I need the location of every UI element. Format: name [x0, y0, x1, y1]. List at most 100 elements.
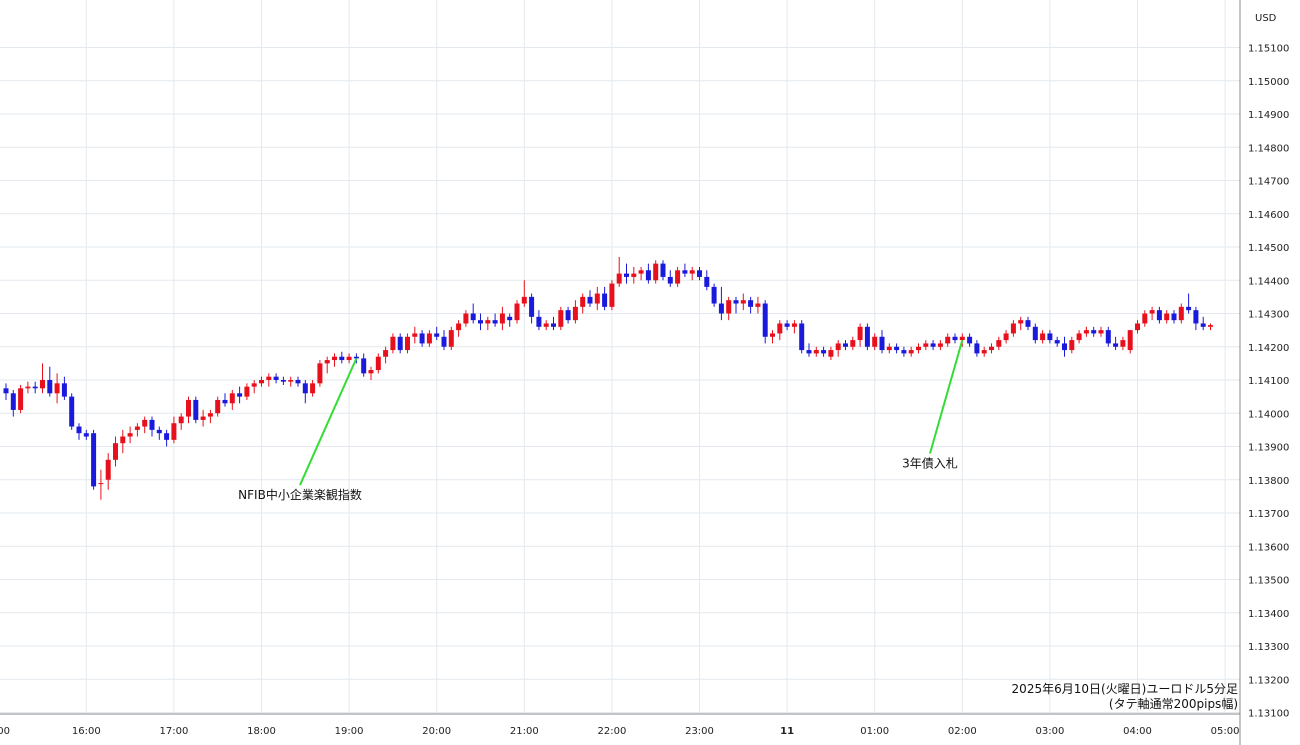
candle-body [580, 296, 586, 307]
candle-body [675, 270, 681, 284]
candle [127, 426, 133, 444]
candle [332, 353, 337, 367]
candle [390, 333, 396, 354]
candle [872, 333, 878, 351]
candle [426, 330, 432, 347]
candle [835, 340, 841, 357]
candle-body [288, 380, 294, 382]
candle [1149, 306, 1155, 321]
candle [346, 353, 352, 364]
candle [1135, 320, 1140, 334]
annotation-line [299, 357, 358, 486]
candle-body [989, 346, 994, 351]
candle-body [76, 426, 82, 434]
candle-body [10, 393, 16, 410]
candle-body [310, 383, 316, 394]
candle-body [1091, 330, 1097, 334]
time-axis[interactable]: 5:00 16:00 17:00 18:00 19:00 20:00 21:00 22:00 2… [0, 726, 1240, 737]
annotation-label: NFIB中小企業楽観指数 [238, 487, 362, 502]
candle-body [390, 336, 396, 351]
candle-body [463, 313, 469, 324]
candles-layer [3, 256, 1213, 500]
candle [631, 266, 637, 284]
candle [923, 340, 929, 351]
candle [901, 346, 907, 357]
candle-body [40, 380, 45, 389]
candle-body [631, 273, 637, 277]
candle [134, 423, 140, 437]
candle-body [1040, 333, 1046, 341]
candle-body [996, 340, 1002, 347]
time-tick-label: 17:00 [159, 726, 188, 737]
candle [1142, 310, 1148, 327]
candle-body [813, 350, 819, 354]
candle-body [981, 350, 987, 354]
candle-body [207, 413, 213, 417]
candle [908, 346, 914, 357]
candle-body [543, 323, 549, 327]
candle [864, 323, 870, 351]
candle [1003, 330, 1009, 344]
candle [1120, 336, 1126, 351]
candle [113, 436, 118, 467]
time-tick-label: 19:00 [335, 726, 364, 737]
candle-body [156, 429, 162, 434]
candle-body [777, 323, 783, 334]
candle-body [718, 303, 724, 314]
candle [609, 280, 615, 311]
candle-body [1083, 330, 1089, 334]
candle-body [273, 376, 279, 380]
candle-body [178, 416, 184, 424]
candle [3, 383, 9, 400]
candle [587, 290, 593, 307]
time-tick-label: 18:00 [247, 726, 276, 737]
candle-body [1076, 333, 1082, 341]
candle [383, 346, 389, 364]
candle [273, 373, 279, 384]
candle-body [215, 399, 221, 414]
candle [770, 330, 775, 344]
candle [565, 306, 571, 324]
candle [543, 320, 549, 331]
candle [558, 306, 564, 331]
candle-body [930, 343, 936, 347]
candle [1091, 326, 1097, 337]
candle [193, 396, 199, 424]
candle [1113, 336, 1119, 351]
candle-body [653, 263, 659, 281]
candle [843, 340, 848, 351]
candle [580, 293, 586, 314]
candle-body [324, 360, 330, 364]
candle-body [1186, 306, 1192, 311]
candle-body [901, 350, 907, 354]
price-axis[interactable]: 1.15100 1.15000 1.14900 1.14800 1.14700 1.146… [1248, 44, 1289, 720]
candle-body [1105, 330, 1111, 344]
candle [1062, 336, 1067, 357]
candle-body [1003, 333, 1009, 341]
candle [485, 316, 491, 331]
candle [1076, 330, 1082, 344]
candle [434, 326, 440, 341]
price-tick-label: 1.14100 [1248, 376, 1289, 387]
candle [1069, 336, 1075, 354]
candle [1047, 330, 1053, 344]
candle [1032, 323, 1038, 344]
candle [186, 396, 191, 424]
candle-body [1018, 320, 1024, 324]
candle-body [113, 443, 118, 460]
candle [748, 296, 754, 314]
candle [259, 376, 264, 387]
candle [551, 316, 556, 331]
candle [237, 386, 243, 404]
candle-body [1208, 325, 1213, 327]
candle-body [1010, 323, 1016, 334]
annotations-layer: NFIB中小企業楽観指数 3年債入札 [238, 339, 964, 502]
price-tick-label: 1.14400 [1248, 276, 1289, 287]
candle [1018, 316, 1024, 331]
candle [682, 263, 688, 277]
candle-body [660, 263, 666, 277]
candle-body [222, 399, 228, 404]
price-tick-label: 1.14800 [1248, 143, 1289, 154]
candle [1208, 323, 1213, 331]
